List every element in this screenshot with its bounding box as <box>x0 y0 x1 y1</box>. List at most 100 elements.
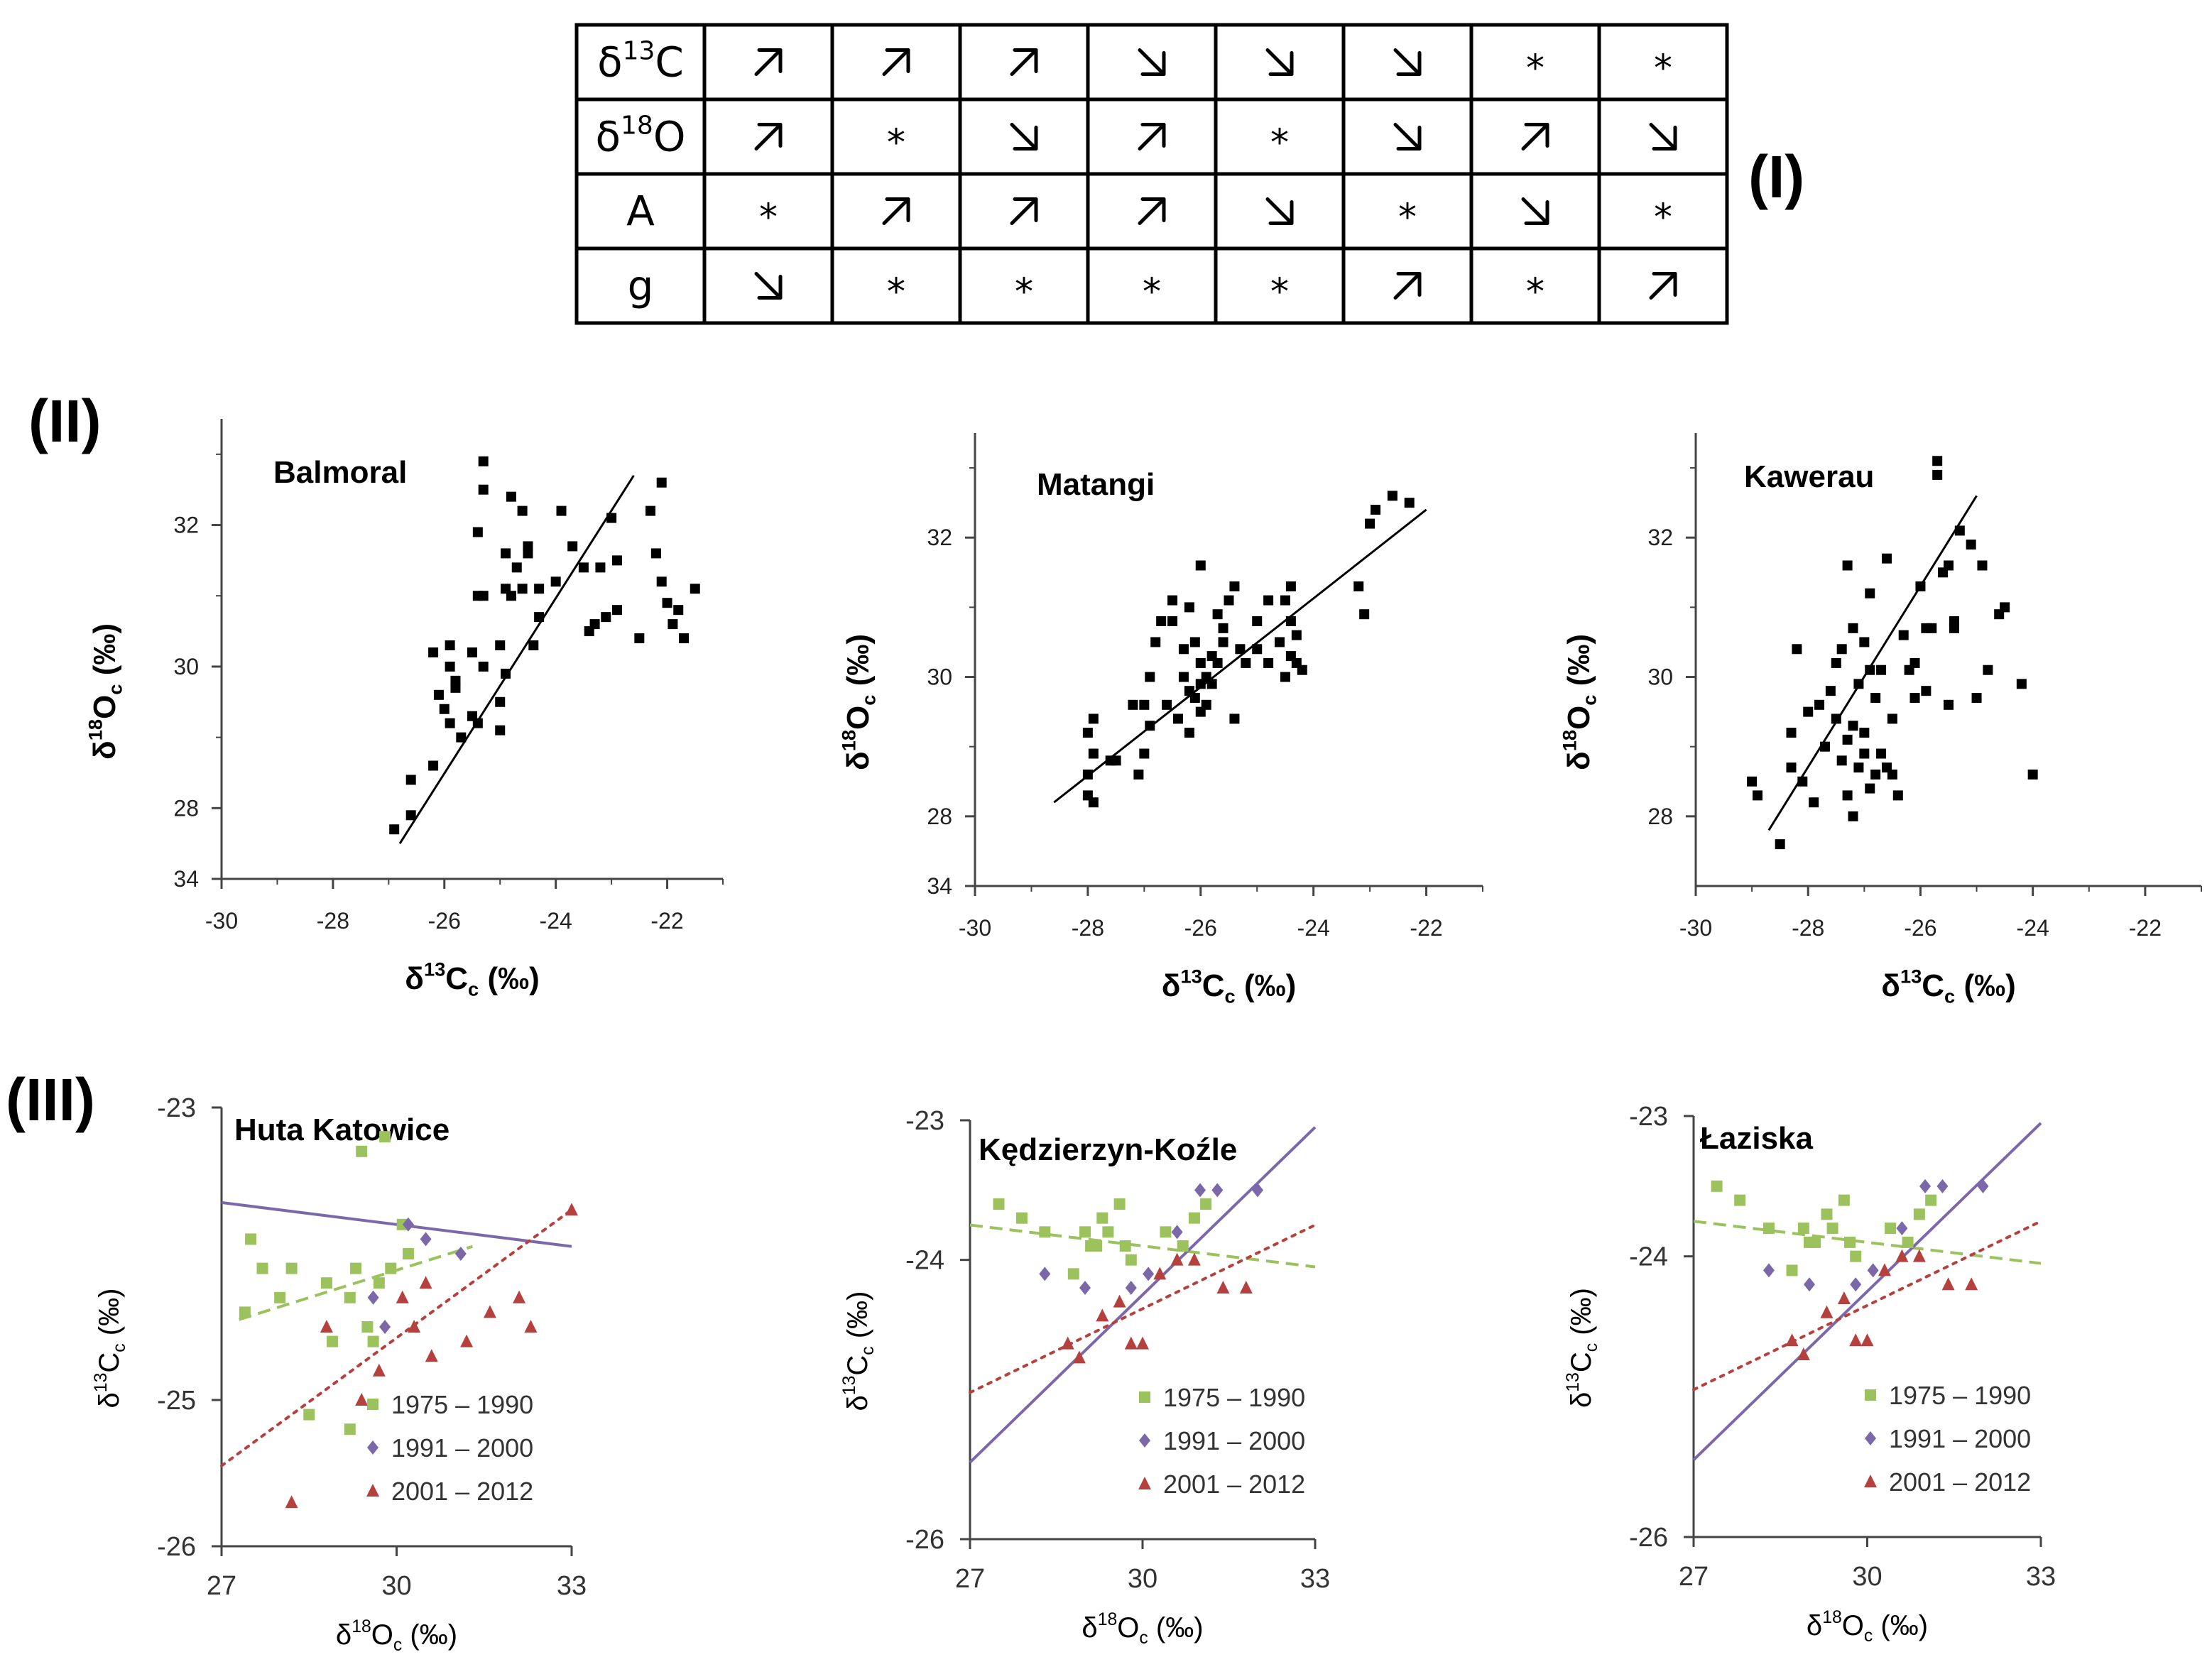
data-point-series-3 <box>1895 1249 1909 1262</box>
data-point <box>1145 672 1155 682</box>
chart-kedzierzyn-kozle: 27 30 33 -23 -24 -26 Kędzierzyn-Koźle δ18Oc (‰)… <box>840 1106 1330 1648</box>
data-point-series-1 <box>1734 1194 1746 1206</box>
data-point-series-3 <box>1061 1336 1074 1350</box>
data-point-series-2 <box>1039 1267 1051 1281</box>
data-point <box>1909 657 1920 668</box>
data-point-series-3 <box>1216 1281 1230 1294</box>
data-point <box>1909 692 1920 703</box>
data-point-series-1 <box>356 1145 368 1157</box>
data-point <box>1167 595 1178 606</box>
data-point <box>1949 623 1959 633</box>
y-tick-label: 30 <box>927 665 952 690</box>
data-point-series-3 <box>1785 1333 1799 1347</box>
data-point <box>1280 595 1290 606</box>
data-point-series-1 <box>379 1131 391 1143</box>
x-tick-label: -24 <box>1297 915 1330 941</box>
chart-laziska: 27 30 33 -23 -24 -26 Łaziska δ18Oc (‰) δ13Cc (‰)… <box>1564 1102 2056 1646</box>
data-point-series-1 <box>1102 1226 1114 1238</box>
y-tick-label: 32 <box>173 513 199 538</box>
data-point <box>1797 776 1808 787</box>
data-point-series-1 <box>402 1248 414 1259</box>
x-axis-label: δ13Cc (‰) <box>1162 966 1297 1007</box>
table-cell-star: * <box>1654 48 1672 90</box>
data-point-series-3 <box>513 1290 526 1303</box>
data-point-series-1 <box>373 1277 385 1289</box>
y-axis-label: δ13Cc (‰) <box>1564 1288 1601 1408</box>
x-tick-label: 33 <box>557 1571 587 1601</box>
x-tick-label: 27 <box>1679 1562 1709 1592</box>
data-point <box>1876 748 1887 759</box>
data-point <box>1139 748 1150 759</box>
arrow-up-right-icon <box>1649 272 1677 300</box>
data-point <box>1977 560 1988 571</box>
data-point-series-3 <box>425 1349 438 1362</box>
data-point <box>1831 713 1841 724</box>
data-point-series-1 <box>1809 1236 1821 1248</box>
data-point <box>1825 686 1836 696</box>
data-point-series-1 <box>1786 1264 1798 1276</box>
data-point-series-1 <box>1902 1236 1914 1248</box>
data-point <box>472 527 483 537</box>
y-tick-label: -24 <box>905 1246 944 1276</box>
data-point-series-3 <box>1187 1252 1201 1266</box>
y-tick-label: 30 <box>1647 665 1673 690</box>
data-point-series-3 <box>1820 1305 1834 1318</box>
data-point-series-3 <box>1136 1336 1149 1350</box>
data-point <box>1162 699 1172 710</box>
data-point <box>656 576 667 587</box>
chart-balmoral: -30 -28 -26 -24 -22 34 28 30 32 Balmoral δ13Cc (‰)… <box>85 419 724 1000</box>
data-point-series-1 <box>245 1233 257 1245</box>
arrow-down-right-icon <box>1393 48 1422 76</box>
data-point-series-3 <box>1860 1333 1874 1347</box>
panel-label-i: (I) <box>1748 143 1804 210</box>
legend-label: 1975 – 1990 <box>1163 1383 1305 1412</box>
x-tick-label: -28 <box>1072 915 1104 941</box>
data-point <box>1252 616 1263 627</box>
data-point <box>450 675 461 686</box>
data-point <box>1150 637 1161 647</box>
data-point-series-2 <box>1919 1179 1931 1193</box>
data-point <box>1229 581 1240 591</box>
arrow-down-right-icon <box>1649 123 1677 151</box>
arrow-up-right-icon <box>754 48 783 76</box>
y-tick-label: -26 <box>157 1532 196 1562</box>
data-point-series-3 <box>396 1290 409 1303</box>
x-tick-label: -26 <box>1184 915 1217 941</box>
data-point-series-1 <box>1015 1212 1028 1224</box>
fit-line-3 <box>969 1223 1317 1394</box>
data-point <box>1786 728 1797 738</box>
data-point <box>428 760 439 771</box>
data-point-series-1 <box>1711 1180 1723 1192</box>
data-point <box>589 619 600 630</box>
data-point <box>601 612 611 623</box>
data-point <box>1881 553 1892 564</box>
data-point <box>433 689 444 700</box>
data-point <box>1156 616 1167 627</box>
data-point-series-2 <box>1804 1277 1815 1292</box>
data-point <box>606 513 617 523</box>
data-point <box>578 562 589 573</box>
data-point <box>1809 797 1819 808</box>
data-point <box>1932 469 1943 480</box>
data-point <box>650 548 661 559</box>
arrow-down-right-icon <box>1521 197 1549 225</box>
data-point <box>506 491 516 502</box>
data-point-series-3 <box>1837 1291 1851 1304</box>
data-point-series-3 <box>460 1334 474 1347</box>
data-point <box>1088 797 1099 808</box>
legend-label: 1975 – 1990 <box>1889 1381 2031 1410</box>
data-point <box>1848 623 1858 633</box>
x-tick-label: -22 <box>2129 915 2162 941</box>
fit-line-2 <box>221 1201 572 1248</box>
data-point-series-3 <box>565 1203 578 1216</box>
data-point <box>1082 769 1093 780</box>
arrow-up-right-icon <box>754 123 783 151</box>
data-point <box>1870 769 1881 780</box>
data-point <box>645 505 656 516</box>
data-point <box>1944 699 1954 710</box>
y-tick-label: -24 <box>1629 1242 1668 1272</box>
chart-title: Łaziska <box>1700 1121 1814 1156</box>
data-point-series-1 <box>1925 1194 1937 1206</box>
data-point <box>1195 657 1206 668</box>
